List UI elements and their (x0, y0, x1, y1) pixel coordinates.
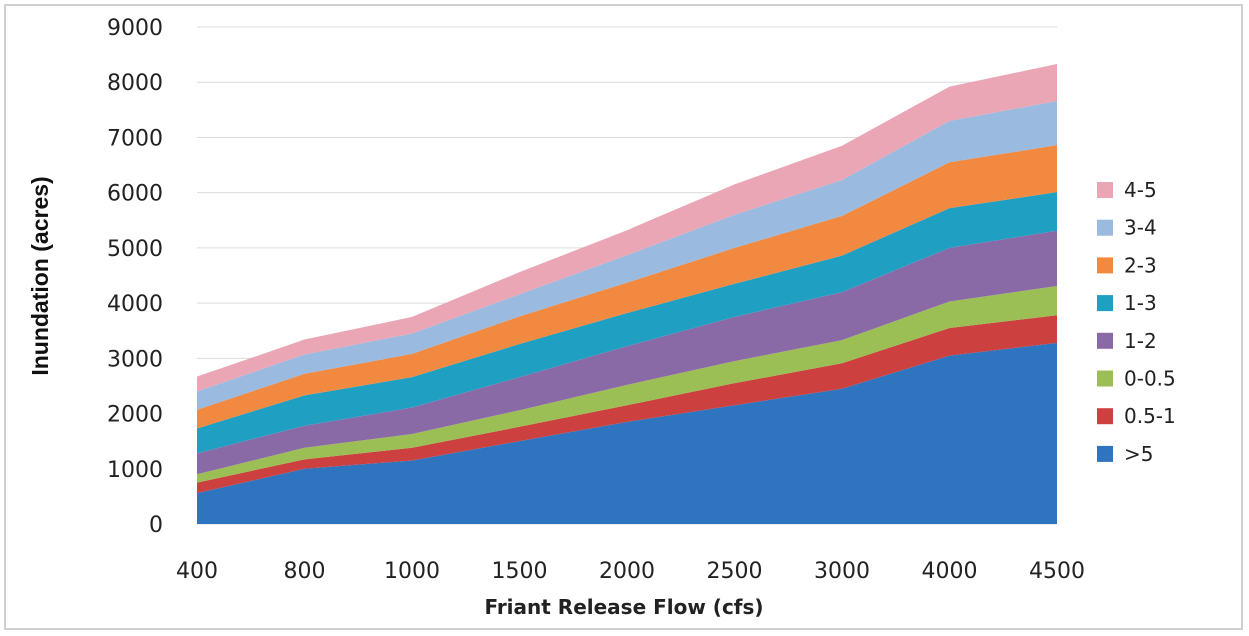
legend-item: 1-3 (1097, 291, 1157, 315)
legend-item: 1-2 (1097, 329, 1157, 353)
legend-item: 0-0.5 (1097, 367, 1176, 391)
legend-item: 0.5-1 (1097, 404, 1176, 428)
y-tick-label: 3000 (107, 347, 163, 372)
x-tick-label: 4000 (922, 559, 978, 584)
legend-swatch (1097, 445, 1113, 462)
x-tick-label: 2500 (707, 559, 763, 584)
legend-label: 2-3 (1124, 253, 1157, 277)
area-series (197, 63, 1057, 524)
legend-swatch (1097, 219, 1113, 236)
x-tick-label: 1000 (384, 559, 440, 584)
y-tick-label: 8000 (107, 71, 163, 96)
area-3-4 (197, 100, 1057, 410)
area-1-3 (197, 192, 1057, 454)
x-tick-label: 800 (284, 559, 326, 584)
legend-item: >5 (1097, 442, 1153, 466)
legend-label: 4-5 (1124, 178, 1157, 202)
legend-swatch (1097, 370, 1113, 387)
x-tick-label: 400 (176, 559, 218, 584)
legend-label: 1-3 (1124, 291, 1157, 315)
legend-swatch (1097, 408, 1113, 425)
y-tick-label: 1000 (107, 458, 163, 483)
area-0-0.5 (197, 285, 1057, 483)
y-tick-label: 9000 (107, 16, 163, 41)
legend-item: 2-3 (1097, 253, 1157, 277)
legend-swatch (1097, 182, 1113, 198)
x-tick-label: 3000 (814, 559, 870, 584)
y-tick-label: 5000 (107, 237, 163, 262)
x-axis-label: Friant Release Flow (cfs) (484, 595, 763, 619)
y-tick-label: 4000 (107, 292, 163, 317)
y-tick-labels: 0 1000 2000 3000 4000 5000 6000 7000 8000 9000 (107, 16, 163, 538)
legend-label: 1-2 (1124, 329, 1157, 353)
legend: 4-5 3-4 2-3 1-3 1-2 0-0.5 0.5-1 >5 (1097, 178, 1176, 466)
area-0.5-1 (197, 315, 1057, 494)
x-tick-label: 4500 (1029, 559, 1085, 584)
legend-label: 3-4 (1124, 216, 1157, 240)
y-tick-label: 2000 (107, 403, 163, 428)
x-tick-label: 1500 (492, 559, 548, 584)
area->5 (197, 342, 1057, 524)
y-axis-label: Inundation (acres) (27, 176, 53, 375)
area-2-3 (197, 145, 1057, 429)
legend-item: 3-4 (1097, 216, 1157, 240)
legend-swatch (1097, 295, 1113, 312)
y-tick-label: 6000 (107, 182, 163, 207)
legend-item: 4-5 (1097, 178, 1157, 202)
area-4-5 (197, 63, 1057, 392)
legend-label: 0-0.5 (1124, 367, 1176, 391)
y-tick-label: 0 (149, 513, 163, 538)
area-1-2 (197, 230, 1057, 475)
x-tick-label: 2000 (599, 559, 655, 584)
y-tick-label: 7000 (107, 126, 163, 151)
legend-swatch (1097, 257, 1113, 274)
legend-swatch (1097, 332, 1113, 349)
x-tick-labels: 400 800 1000 1500 2000 2500 3000 4000 4500 (176, 559, 1085, 584)
legend-label: >5 (1124, 442, 1153, 466)
legend-label: 0.5-1 (1124, 404, 1176, 428)
